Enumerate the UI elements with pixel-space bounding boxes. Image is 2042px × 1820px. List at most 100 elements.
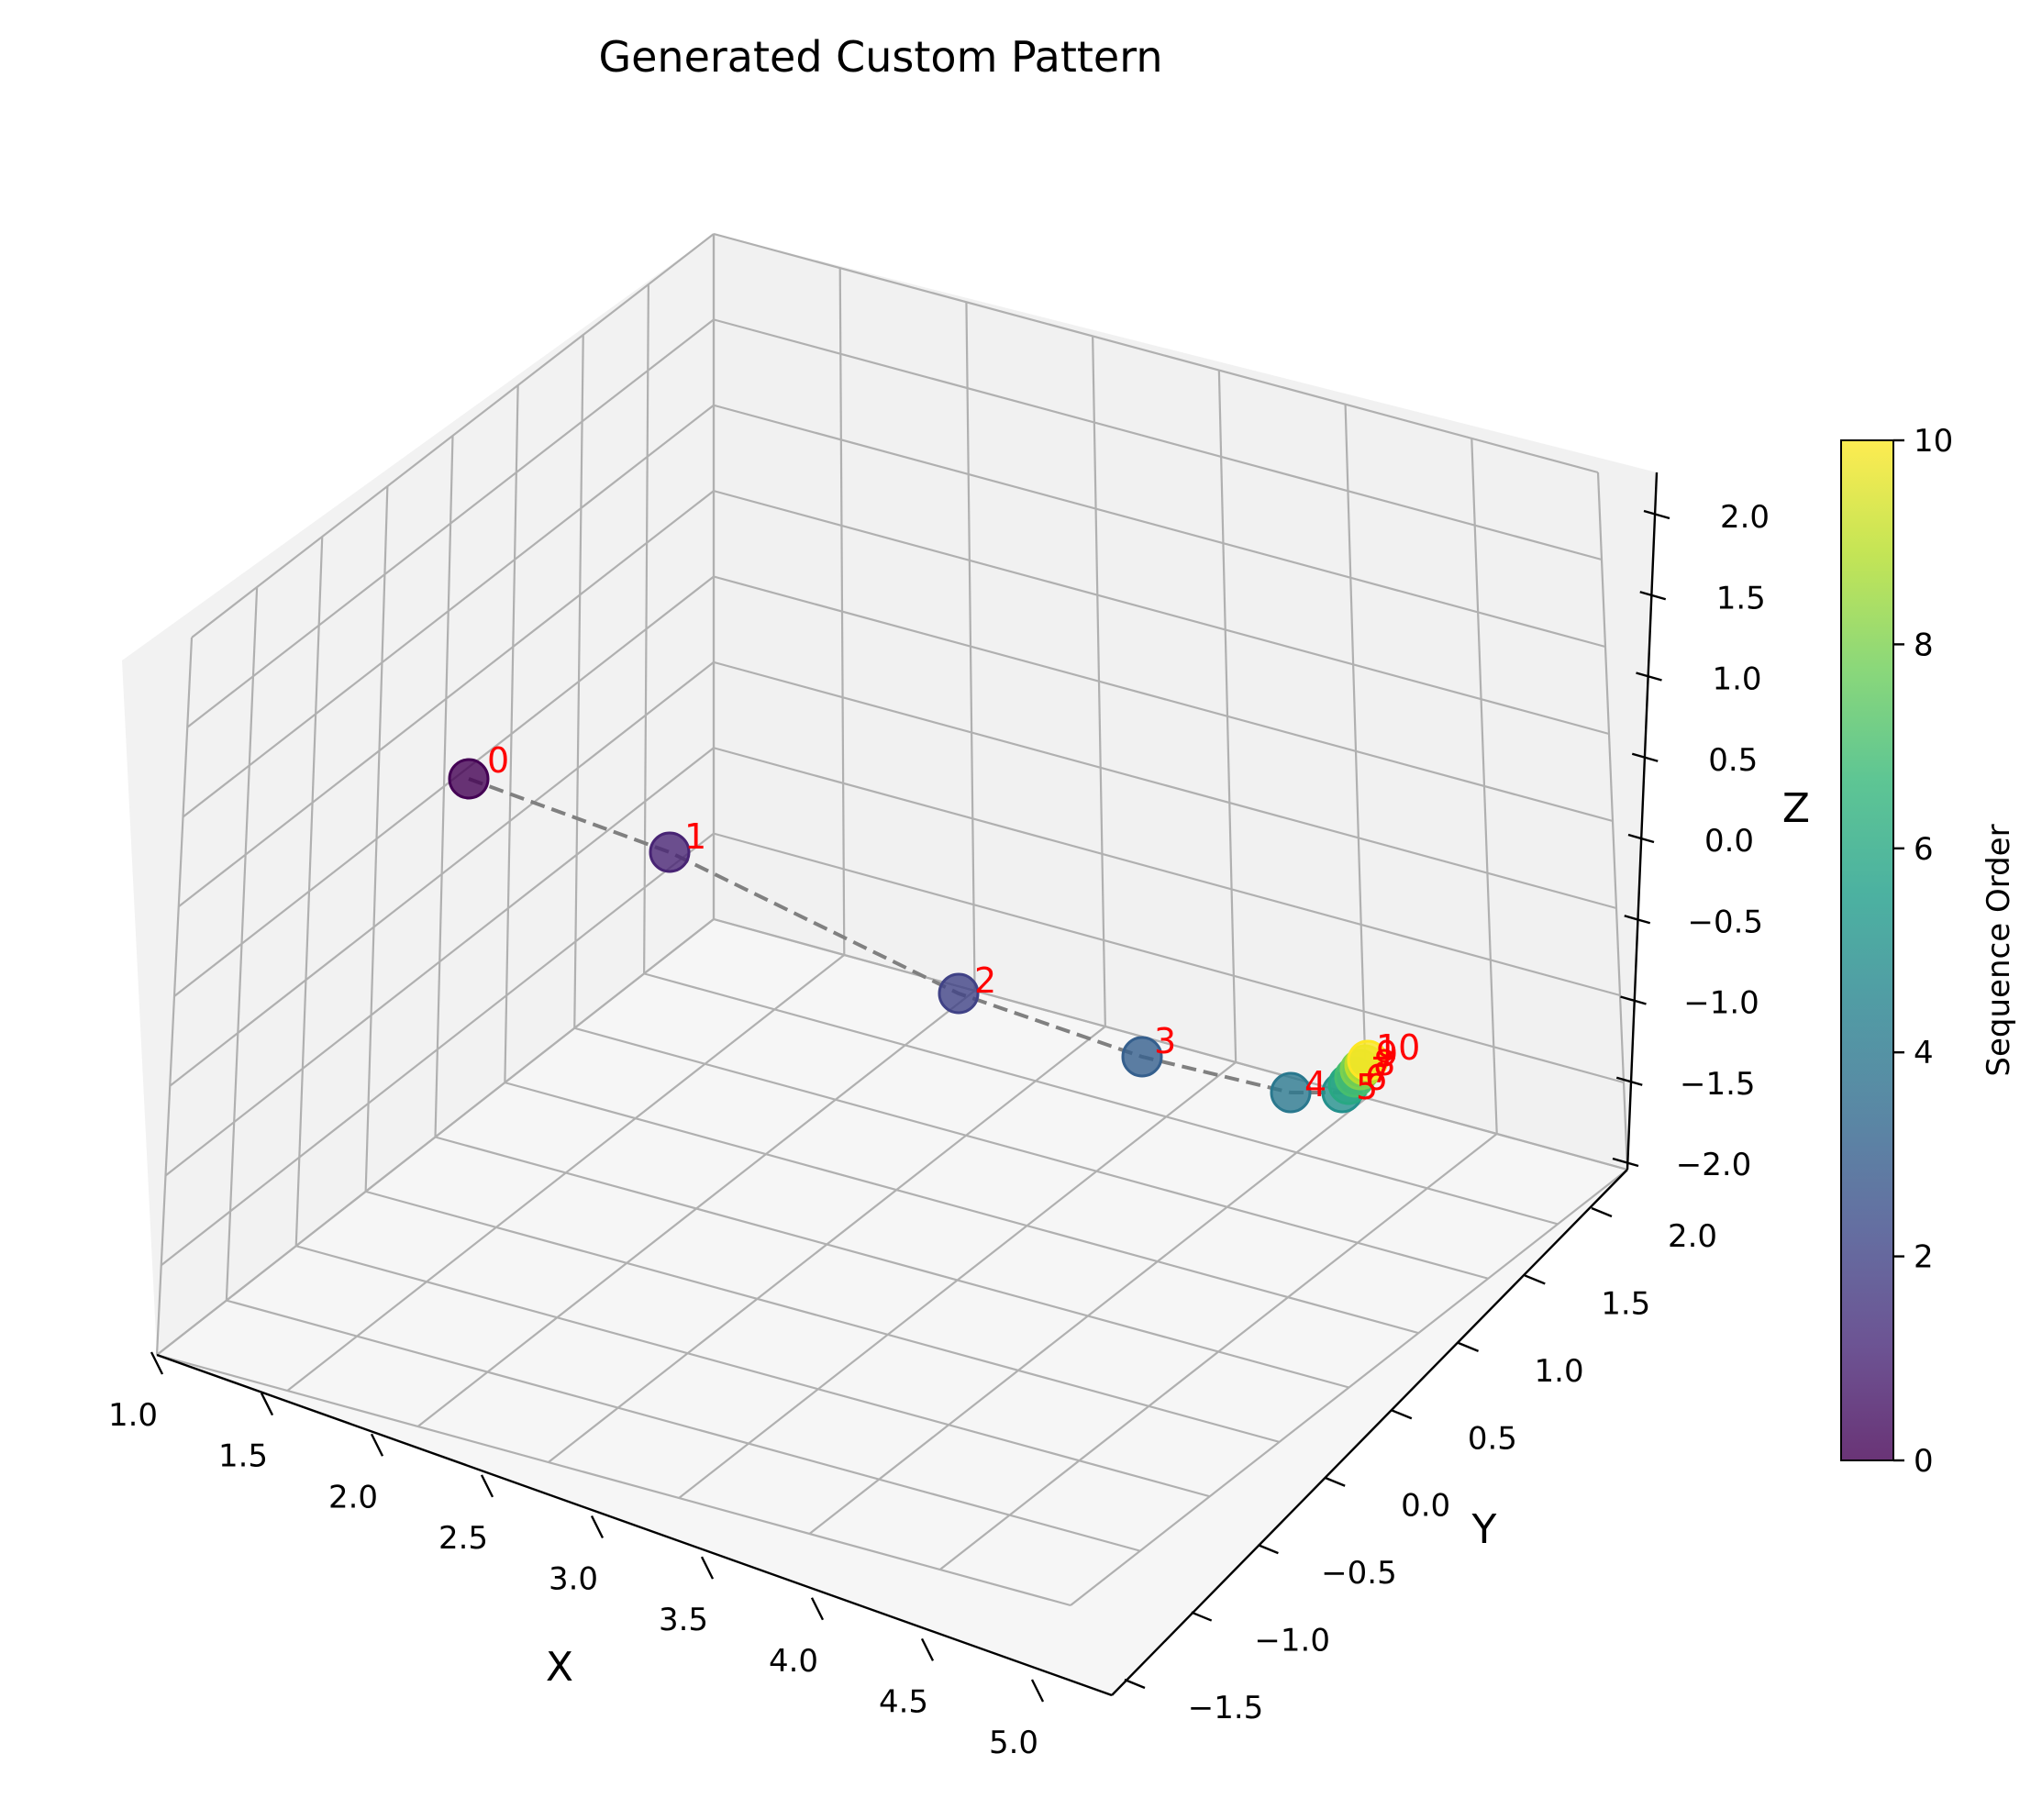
z-tick-mark <box>1615 1076 1643 1086</box>
y-tick-mark <box>1458 1341 1480 1352</box>
y-tick-label: 0.5 <box>1468 1420 1517 1457</box>
z-tick-mark <box>1620 995 1647 1005</box>
y-tick-mark <box>1191 1611 1213 1622</box>
colorbar-tick-label: 6 <box>1914 831 1934 868</box>
point-label: 5 <box>1356 1067 1378 1107</box>
point-label: 1 <box>684 816 706 857</box>
y-tick-mark <box>1391 1409 1413 1420</box>
y-tick-mark <box>1257 1544 1279 1555</box>
z-tick-label: 0.0 <box>1704 823 1754 860</box>
y-tick-label: 1.0 <box>1535 1353 1584 1390</box>
x-tick-label: 3.0 <box>549 1561 598 1598</box>
y-tick-mark <box>1324 1476 1346 1487</box>
z-gridline-back <box>713 318 1603 561</box>
y-gridline-floor <box>1070 1169 1628 1606</box>
y-tick-mark <box>1524 1274 1546 1285</box>
z-tick-label: 0.5 <box>1708 742 1758 779</box>
z-gridline-back <box>713 232 1599 474</box>
x-tick-label: 4.0 <box>769 1643 818 1680</box>
x-gridline-floor <box>365 1190 1280 1443</box>
x-gridline-floor <box>435 1136 1349 1389</box>
z-tick-mark <box>1631 752 1659 762</box>
z-tick-label: −1.5 <box>1680 1066 1756 1103</box>
z-gridline-left <box>178 490 715 908</box>
z-gridline-back <box>713 404 1606 649</box>
z-ticks: −2.0 −1.5 −1.0 −0.5 0.0 0.5 1.0 1.5 2.0 <box>1612 499 1770 1183</box>
z-gridline-back <box>713 575 1614 823</box>
x-tick-mark <box>260 1393 274 1416</box>
z-gridline-left <box>182 404 715 818</box>
y-tick-label: 0.0 <box>1401 1488 1450 1525</box>
data-point <box>448 758 490 800</box>
pane-left <box>122 234 714 1355</box>
z-gridline-left <box>173 575 715 997</box>
z-tick-mark <box>1639 591 1667 601</box>
z-tick-mark <box>1643 509 1670 520</box>
x-tick-mark <box>810 1597 825 1621</box>
z-gridline-left <box>161 832 715 1267</box>
y-gridline-floor <box>286 954 845 1392</box>
x-gridline-floor <box>295 1245 1211 1498</box>
x-tick-label: 2.0 <box>328 1479 378 1515</box>
x-tick-label: 1.0 <box>108 1397 158 1434</box>
x-tick-mark <box>700 1556 715 1580</box>
z-gridline-left <box>186 318 715 728</box>
y-tick-label: −0.5 <box>1321 1555 1397 1592</box>
colorbar <box>1840 439 1894 1461</box>
y-ticks: −1.5 −1.0 −0.50.0 0.5 1.0 1.5 2.0 <box>1124 1206 1717 1726</box>
z-gridline-back <box>713 832 1625 1084</box>
y-tick-mark <box>1124 1678 1146 1690</box>
y-gridline-floor <box>678 1061 1237 1499</box>
y-axis-line <box>1111 1169 1628 1696</box>
z-gridline-left <box>156 918 715 1356</box>
colorbar-tick-label: 10 <box>1914 423 1953 460</box>
x-tick-label: 2.5 <box>438 1520 488 1557</box>
x-gridline-floor <box>573 1027 1489 1280</box>
y-gridline-floor <box>548 1026 1106 1463</box>
z-tick-mark <box>1612 1157 1639 1168</box>
colorbar-tick-label: 8 <box>1914 627 1934 663</box>
x-tick-mark <box>590 1515 605 1539</box>
y-gridline-floor <box>416 990 976 1427</box>
colorbar-tick-label: 2 <box>1914 1239 1934 1276</box>
z-tick-label: 1.5 <box>1716 580 1766 616</box>
z-axis-label: Z <box>1782 785 1810 832</box>
z-axis-line <box>1626 472 1659 1171</box>
x-gridline-floor <box>226 1299 1141 1552</box>
x-tick-label: 4.5 <box>879 1683 928 1720</box>
data-point <box>1347 1039 1389 1082</box>
pane-back <box>714 234 1657 1170</box>
x-tick-label: 1.5 <box>218 1438 268 1475</box>
z-gridline-left <box>191 233 715 638</box>
point-label: 0 <box>487 740 509 781</box>
z-tick-label: −1.0 <box>1683 985 1759 1022</box>
data-point <box>938 972 980 1015</box>
z-gridline-back <box>713 747 1621 997</box>
z-tick-mark <box>1627 833 1655 844</box>
z-gridline-left <box>164 747 715 1177</box>
colorbar-ticks: 0 2 4 6 8 10 <box>1893 423 1953 1480</box>
y-tick-label: 1.5 <box>1601 1285 1650 1322</box>
data-point <box>649 831 691 873</box>
z-tick-mark <box>1636 671 1662 682</box>
point-label: 10 <box>1376 1027 1420 1068</box>
y-tick-label: −1.5 <box>1188 1690 1264 1726</box>
x-tick-mark <box>150 1351 164 1375</box>
data-point <box>1121 1036 1163 1078</box>
y-gridline-floor <box>808 1097 1368 1535</box>
z-gridline-left <box>169 661 715 1087</box>
axis-lines <box>156 472 1659 1697</box>
x-tick-mark <box>920 1637 935 1661</box>
point-label: 2 <box>974 960 996 1001</box>
chart-title: Generated Custom Pattern <box>598 32 1162 82</box>
z-gridline-back <box>713 660 1617 910</box>
x-axis-line <box>156 1353 1113 1697</box>
x-tick-mark <box>370 1433 384 1457</box>
z-tick-label: −2.0 <box>1676 1147 1752 1183</box>
z-tick-mark <box>1624 915 1651 925</box>
z-tick-label: 1.0 <box>1712 661 1761 698</box>
x-gridline-floor <box>643 972 1559 1226</box>
z-tick-label: −0.5 <box>1687 904 1763 940</box>
x-axis-label: X <box>546 1644 573 1691</box>
